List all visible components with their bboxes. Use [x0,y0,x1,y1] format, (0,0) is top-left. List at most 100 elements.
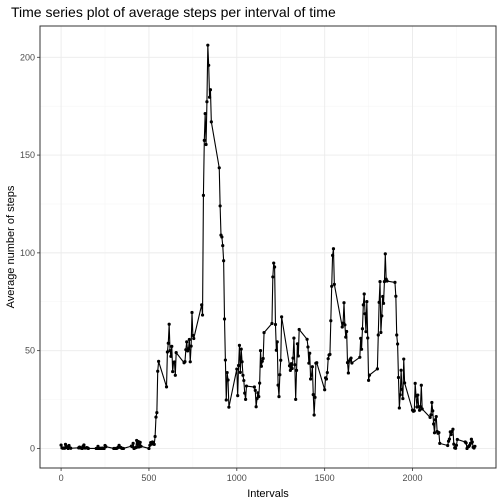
data-point [412,409,416,413]
data-point [253,388,257,392]
data-point [344,335,348,339]
data-point [170,344,174,348]
data-point [363,312,367,316]
data-point [277,395,281,399]
data-point [138,440,142,444]
y-axis-label: Average number of steps [5,185,17,308]
data-point [270,321,274,326]
data-point [200,303,204,307]
data-point [429,413,433,417]
data-point [324,377,329,381]
data-point [455,437,459,442]
data-point [292,336,296,340]
data-point [156,369,160,373]
data-point [416,393,420,397]
data-point [308,351,312,355]
data-point [340,325,344,329]
data-point [186,347,191,351]
data-point [420,407,424,411]
data-point [431,409,435,413]
data-point [252,385,256,389]
plot-panel-border [39,25,497,469]
data-point [165,350,169,354]
data-point [311,393,315,397]
data-point [191,333,195,337]
data-point [382,280,387,284]
y-axis: 0 50 100 150 200 [20,52,40,453]
data-point [307,361,311,365]
data-point [173,373,177,377]
data-point [315,361,319,365]
data-point [326,357,330,361]
data-point [157,359,161,364]
data-point [394,294,398,298]
data-point [367,373,372,377]
data-point [257,395,261,399]
data-point [325,370,329,375]
data-point [192,336,196,341]
data-point [139,444,143,448]
data-point [205,100,209,104]
data-point [346,371,350,375]
data-point [236,394,240,398]
data-point [328,352,332,356]
data-point [400,387,404,391]
data-point [225,370,229,375]
data-point [454,443,459,447]
data-point [377,300,381,304]
data-point [380,314,384,318]
data-point [330,284,334,288]
data-point [131,441,135,445]
data-point [272,265,277,269]
data-point [294,397,298,401]
data-point [385,279,389,283]
data-point [376,333,380,337]
data-point [297,327,301,332]
data-point [365,299,369,304]
data-point [419,383,423,387]
data-point [201,193,206,197]
data-point [271,275,275,279]
data-point [217,166,221,170]
data-point [272,261,276,265]
data-point [69,446,73,450]
data-point [403,381,407,385]
data-point [418,405,423,409]
y-tick-label: 150 [20,150,35,160]
data-point [375,367,379,371]
data-point [254,405,258,409]
data-point [244,384,249,388]
y-tick-label: 100 [20,248,35,258]
data-point [396,375,401,380]
data-point [189,344,193,348]
data-point [187,337,191,342]
data-point [438,441,442,445]
data-point [360,327,365,331]
data-point [209,120,213,124]
data-point [366,336,370,340]
data-point [343,323,347,327]
data-point [200,313,205,317]
x-tick-label: 1500 [315,473,335,483]
data-point [432,422,436,426]
data-point [381,294,385,299]
data-point [464,441,468,445]
x-tick-label: 2000 [403,473,423,483]
data-point [449,432,453,437]
data-point [345,329,349,334]
data-point [329,319,333,323]
data-point [153,434,157,439]
data-point [86,446,90,451]
data-point [204,142,208,147]
data-point [397,406,401,410]
data-point [104,445,108,449]
data-point [294,368,299,373]
data-point [290,366,294,371]
data-point [259,364,264,368]
data-point [291,356,295,360]
data-point [190,310,194,315]
data-point [238,370,242,374]
data-point [262,331,266,335]
data-point [222,317,227,321]
